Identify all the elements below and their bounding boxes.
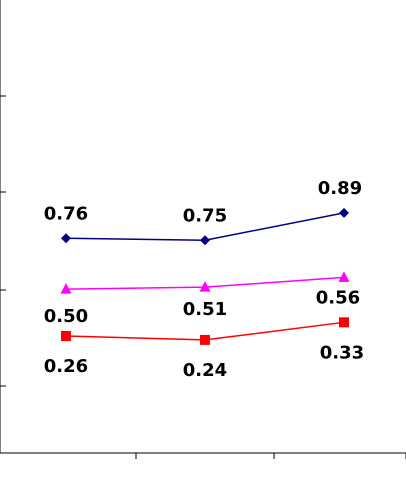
series-1-label-0: 0.50 [44,306,88,327]
series-0 [61,207,349,246]
series-1-label-1: 0.51 [183,299,227,320]
series-0-label-2: 0.89 [318,178,362,199]
axes [0,0,406,459]
series-layer [60,207,350,345]
series-0-marker-2 [339,207,349,218]
series-2-label-0: 0.26 [44,356,88,377]
data-labels-layer: 0.76 0.75 0.89 0.50 0.51 0.56 0.26 0.24 0.33 [44,178,364,381]
series-2 [61,317,349,345]
series-1-marker-1 [199,281,211,292]
series-0-label-1: 0.75 [183,205,227,226]
series-1-marker-2 [338,271,350,282]
series-0-marker-1 [200,235,210,246]
series-2-marker-2 [339,317,349,328]
series-2-marker-1 [200,334,210,345]
series-1-marker-0 [60,283,72,294]
series-1-label-2: 0.56 [316,287,360,308]
series-2-label-1: 0.24 [183,360,227,381]
series-2-label-2: 0.33 [320,342,364,363]
series-1 [60,271,350,294]
series-2-marker-0 [61,330,71,341]
series-0-label-0: 0.76 [44,203,88,224]
series-0-marker-0 [61,233,71,244]
